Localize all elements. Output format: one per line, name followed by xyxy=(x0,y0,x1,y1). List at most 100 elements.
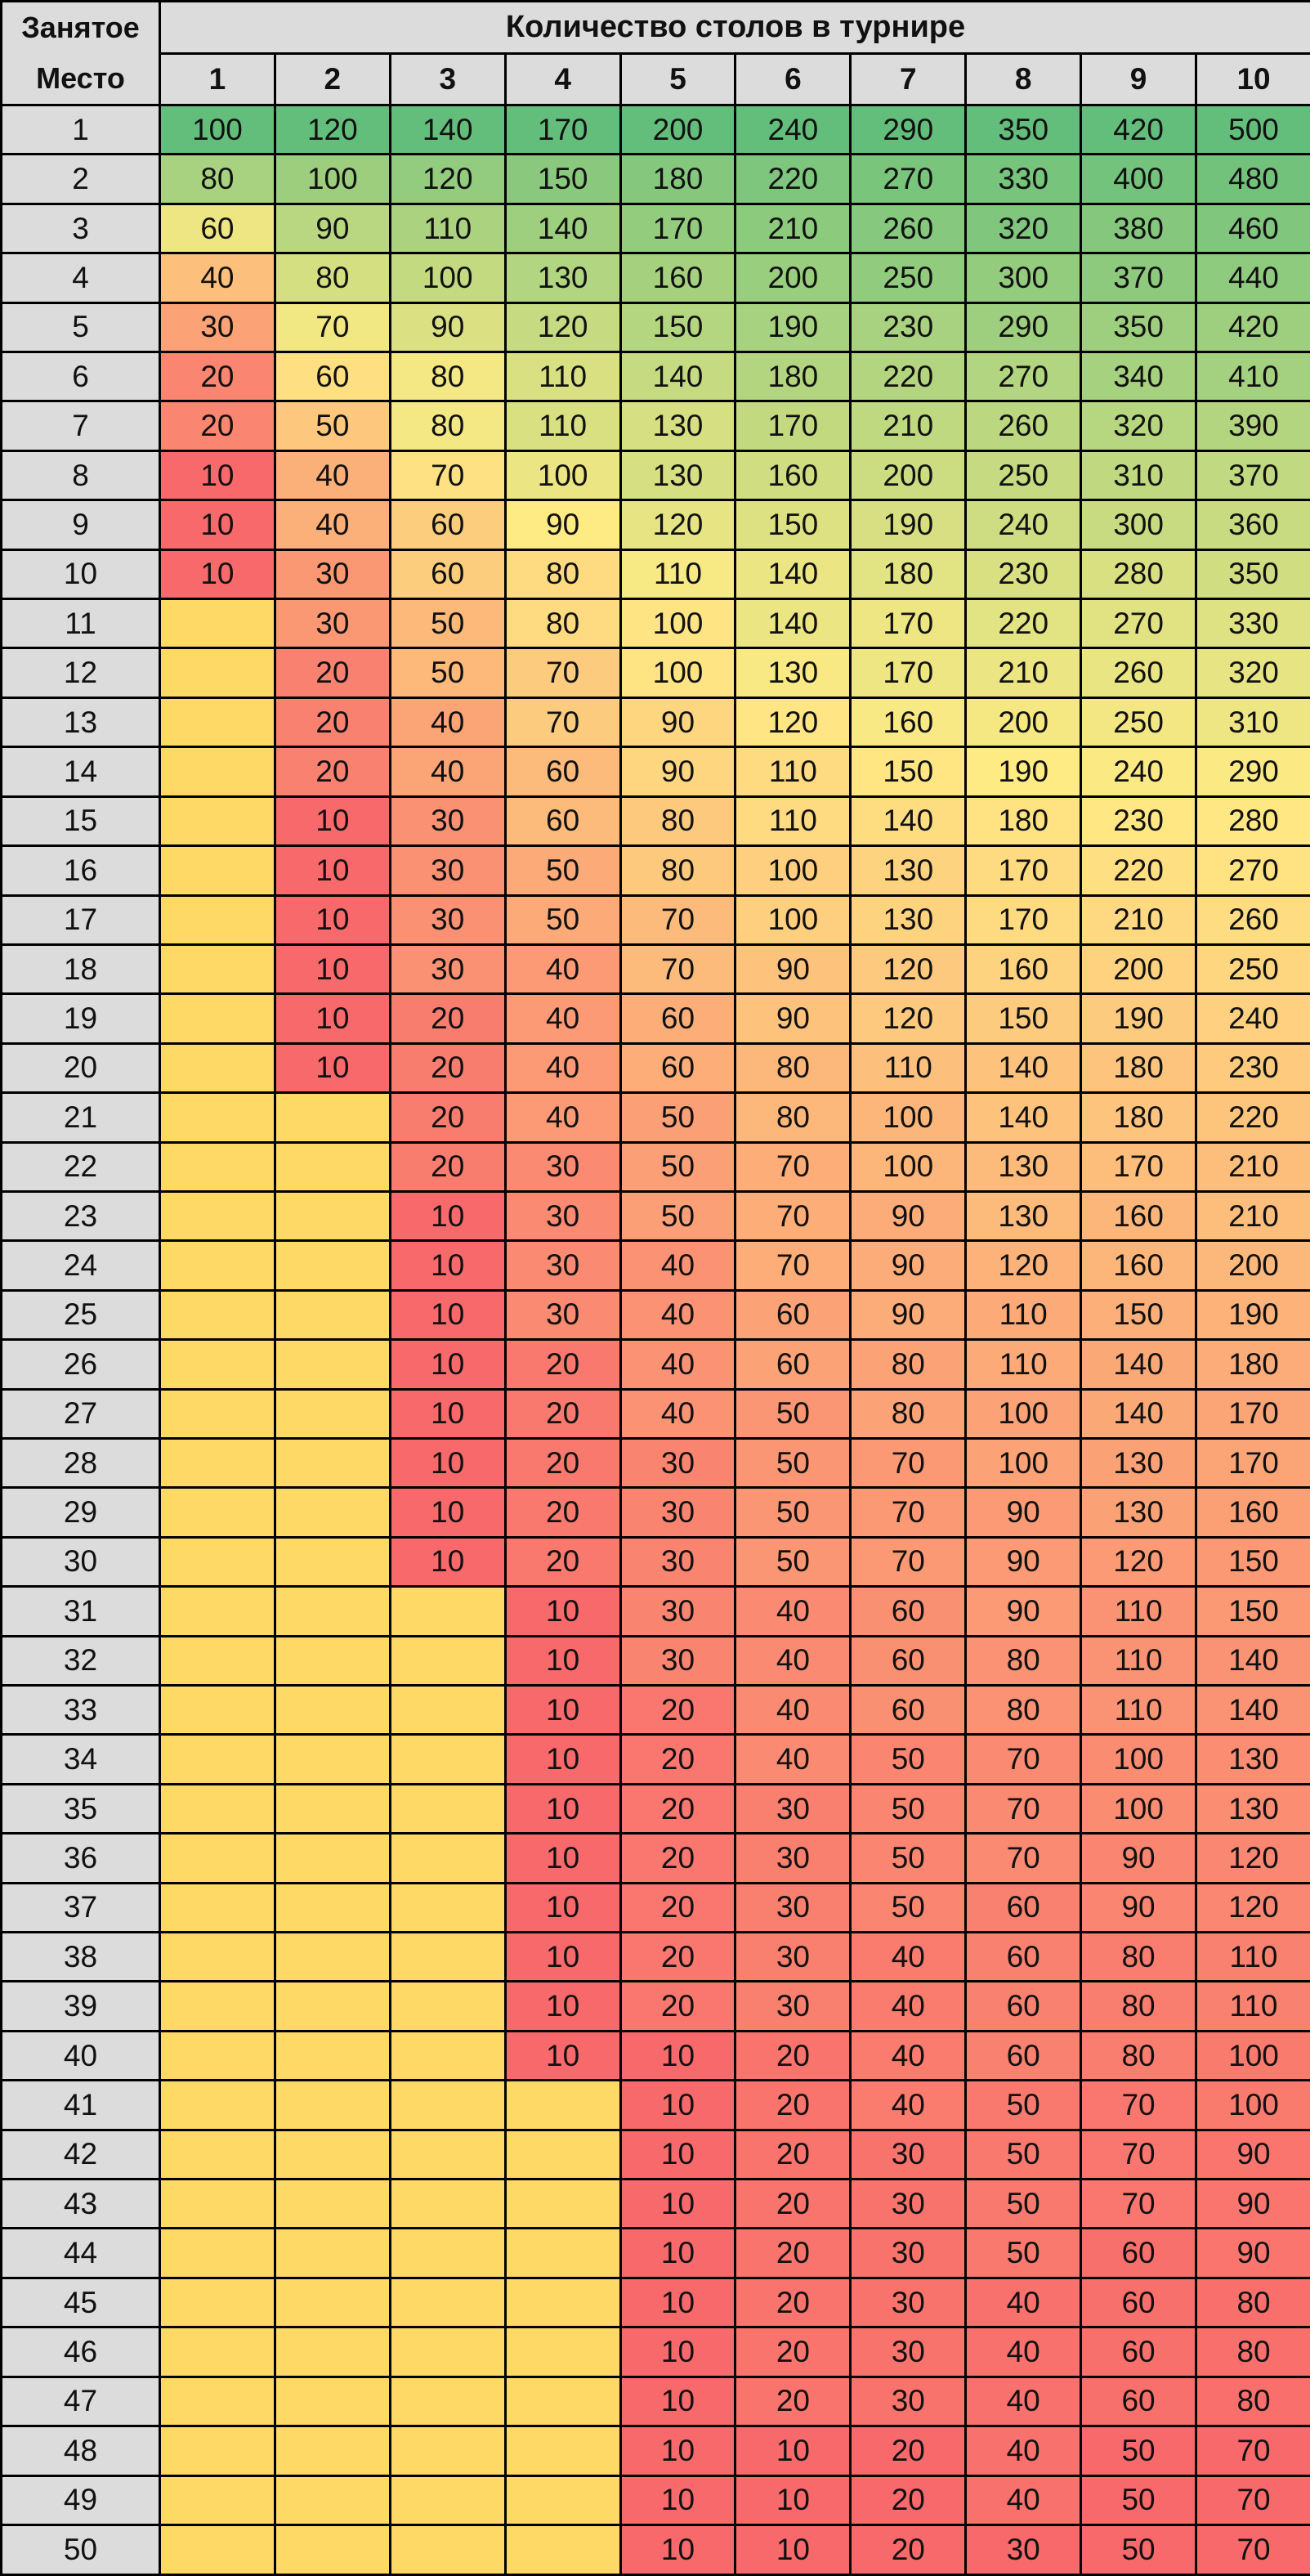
empty-cell xyxy=(160,1883,275,1932)
points-cell: 50 xyxy=(390,599,505,648)
points-cell: 220 xyxy=(851,352,966,401)
points-cell: 10 xyxy=(505,1686,620,1735)
points-cell: 210 xyxy=(1196,1191,1310,1240)
empty-cell xyxy=(160,2377,275,2426)
points-cell: 380 xyxy=(1081,204,1196,253)
points-cell: 230 xyxy=(1081,796,1196,845)
empty-cell xyxy=(160,2081,275,2130)
points-cell: 20 xyxy=(390,1043,505,1092)
empty-cell xyxy=(275,1191,390,1240)
empty-cell xyxy=(275,1686,390,1735)
points-cell: 290 xyxy=(1196,747,1310,796)
points-cell: 40 xyxy=(966,2377,1081,2426)
points-cell: 480 xyxy=(1196,155,1310,204)
empty-cell xyxy=(160,1636,275,1685)
points-cell: 170 xyxy=(966,846,1081,895)
points-cell: 140 xyxy=(1196,1636,1310,1685)
points-cell: 10 xyxy=(620,2426,735,2475)
points-cell: 140 xyxy=(390,105,505,155)
points-cell: 150 xyxy=(851,747,966,796)
points-cell: 50 xyxy=(620,1191,735,1240)
points-cell: 420 xyxy=(1196,302,1310,352)
empty-cell xyxy=(160,1043,275,1092)
points-cell: 250 xyxy=(1196,944,1310,993)
points-cell: 210 xyxy=(851,401,966,450)
points-cell: 110 xyxy=(851,1043,966,1092)
points-cell: 30 xyxy=(390,944,505,993)
points-cell: 10 xyxy=(620,2524,735,2574)
empty-cell xyxy=(160,2031,275,2080)
points-cell: 60 xyxy=(505,796,620,845)
points-cell: 110 xyxy=(1196,1982,1310,2031)
points-cell: 160 xyxy=(1081,1191,1196,1240)
points-cell: 20 xyxy=(620,1883,735,1932)
place-cell: 47 xyxy=(2,2377,160,2426)
points-cell: 150 xyxy=(1196,1537,1310,1586)
empty-cell xyxy=(160,2475,275,2524)
points-cell: 30 xyxy=(390,895,505,944)
points-cell: 180 xyxy=(620,155,735,204)
place-cell: 16 xyxy=(2,846,160,895)
points-cell: 10 xyxy=(505,1587,620,1636)
points-cell: 20 xyxy=(275,697,390,746)
points-cell: 10 xyxy=(620,2130,735,2179)
points-cell: 140 xyxy=(1196,1686,1310,1735)
points-cell: 10 xyxy=(505,1834,620,1883)
points-cell: 20 xyxy=(735,2180,851,2229)
points-cell: 10 xyxy=(505,1883,620,1932)
place-cell: 3 xyxy=(2,204,160,253)
points-cell: 100 xyxy=(160,105,275,155)
empty-cell xyxy=(275,1982,390,2031)
points-cell: 30 xyxy=(851,2130,966,2179)
place-header-line1: Занятое xyxy=(21,11,140,44)
points-cell: 20 xyxy=(620,1735,735,1784)
place-cell: 1 xyxy=(2,105,160,155)
points-cell: 100 xyxy=(851,1093,966,1142)
points-cell: 30 xyxy=(620,1488,735,1537)
points-cell: 90 xyxy=(1081,1883,1196,1932)
points-cell: 180 xyxy=(1081,1093,1196,1142)
points-cell: 140 xyxy=(1081,1340,1196,1389)
points-cell: 320 xyxy=(1081,401,1196,450)
points-cell: 100 xyxy=(390,253,505,302)
points-cell: 80 xyxy=(966,1636,1081,1685)
place-column-header: Занятое Место xyxy=(2,2,160,105)
points-cell: 10 xyxy=(390,1241,505,1290)
points-cell: 40 xyxy=(620,1340,735,1389)
empty-cell xyxy=(505,2081,620,2130)
points-cell: 40 xyxy=(851,2081,966,2130)
points-cell: 80 xyxy=(160,155,275,204)
empty-cell xyxy=(390,2278,505,2327)
points-cell: 70 xyxy=(1196,2426,1310,2475)
points-cell: 60 xyxy=(851,1636,966,1685)
points-cell: 80 xyxy=(1196,2327,1310,2377)
points-cell: 170 xyxy=(966,895,1081,944)
points-cell: 10 xyxy=(390,1290,505,1339)
place-header-line2: Место xyxy=(36,61,125,95)
points-cell: 220 xyxy=(1081,846,1196,895)
points-cell: 110 xyxy=(505,352,620,401)
empty-cell xyxy=(505,2426,620,2475)
points-cell: 160 xyxy=(1081,1241,1196,1290)
points-cell: 100 xyxy=(275,155,390,204)
points-cell: 10 xyxy=(275,1043,390,1092)
empty-cell xyxy=(275,1883,390,1932)
points-cell: 20 xyxy=(735,2377,851,2426)
place-cell: 36 xyxy=(2,1834,160,1883)
empty-cell xyxy=(390,1587,505,1636)
empty-cell xyxy=(275,2081,390,2130)
points-cell: 140 xyxy=(735,599,851,648)
points-cell: 100 xyxy=(1196,2081,1310,2130)
points-cell: 110 xyxy=(966,1340,1081,1389)
empty-cell xyxy=(505,2229,620,2278)
points-cell: 240 xyxy=(966,500,1081,549)
column-header-7: 7 xyxy=(851,53,966,105)
empty-cell xyxy=(160,2278,275,2327)
